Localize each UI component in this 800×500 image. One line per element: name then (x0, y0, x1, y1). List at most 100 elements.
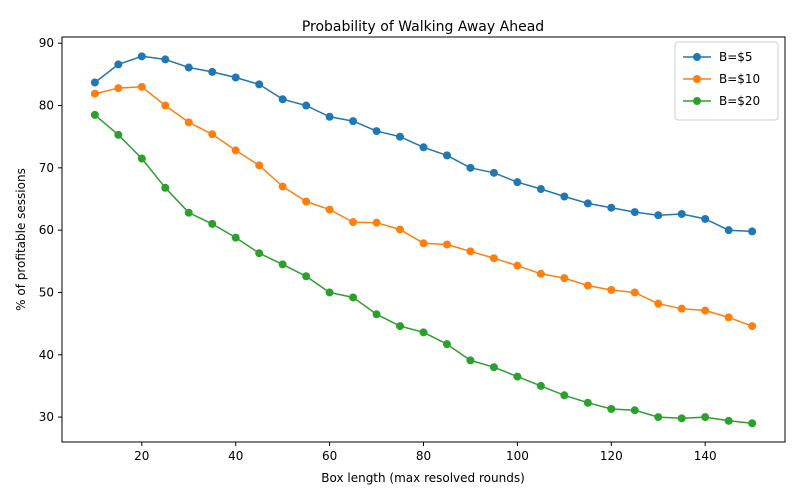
x-tick-label: 80 (416, 449, 431, 463)
plot-area (90, 52, 757, 428)
series-1-point (536, 185, 545, 194)
y-tick-label: 40 (39, 348, 54, 362)
series-1-point (677, 209, 686, 218)
series-1-point (724, 226, 733, 235)
series-1-point (349, 117, 358, 126)
series-3-point (677, 414, 686, 423)
series-3-point (184, 208, 193, 217)
series-1-point (325, 112, 334, 121)
series-1-point (513, 178, 522, 187)
series-2-point (748, 322, 757, 331)
series-2-point (489, 254, 498, 263)
y-tick-label: 80 (39, 99, 54, 113)
series-1-point (442, 151, 451, 160)
y-axis-title: % of profitable sessions (14, 168, 28, 311)
series-2-point (701, 306, 710, 315)
x-tick-label: 20 (134, 449, 149, 463)
series-3-point (419, 328, 428, 337)
legend-marker-2 (693, 75, 701, 83)
series-2-point (560, 274, 569, 283)
series-2-point (466, 247, 475, 256)
y-axis: 30 40 50 60 70 80 90 (39, 36, 62, 424)
legend-label-2: B=$10 (719, 72, 760, 86)
series-2-point (325, 205, 334, 214)
y-tick-label: 90 (39, 36, 54, 50)
series-2-point (90, 89, 99, 98)
series-2-point (654, 299, 663, 308)
series-1-point (560, 192, 569, 201)
series-1-point (90, 78, 99, 87)
series-3-point (560, 391, 569, 400)
series-3-point (114, 130, 123, 139)
series-2-point (302, 197, 311, 206)
series-2-point (114, 84, 123, 93)
series-3-point (349, 293, 358, 302)
y-tick-label: 30 (39, 410, 54, 424)
series-2-point (137, 82, 146, 91)
series-2-point (278, 182, 287, 191)
y-tick-label: 60 (39, 223, 54, 237)
series-2-point (513, 261, 522, 270)
series-3-point (325, 288, 334, 297)
series-3-point (137, 154, 146, 163)
x-tick-label: 140 (694, 449, 717, 463)
series-2-point (231, 146, 240, 155)
series-1-point (748, 227, 757, 236)
x-tick-label: 60 (322, 449, 337, 463)
series-2-point (161, 101, 170, 110)
series-1-point (654, 211, 663, 220)
series-3-point (630, 406, 639, 415)
series-2-point (583, 281, 592, 290)
legend-label-3: B=$20 (719, 94, 760, 108)
series-1-point (302, 101, 311, 110)
series-3-point (536, 381, 545, 390)
series-3-point (161, 183, 170, 192)
series-3-point (372, 310, 381, 319)
series-3-point (701, 413, 710, 422)
series-1-point (184, 63, 193, 72)
series-3-point (302, 272, 311, 281)
series-1-point (607, 203, 616, 212)
series-3-point (90, 110, 99, 119)
series-2-point (536, 269, 545, 278)
series-3-point (583, 398, 592, 407)
series-2-point (442, 240, 451, 249)
series-2-point (677, 304, 686, 313)
series-3-point (442, 340, 451, 349)
series-2-point (419, 239, 428, 248)
series-1-point (396, 132, 405, 141)
series-3-point (396, 322, 405, 331)
series-3-point (748, 419, 757, 428)
series-1-point (372, 127, 381, 136)
legend-marker-3 (693, 97, 701, 105)
series-3-point (489, 363, 498, 372)
series-1-point (489, 168, 498, 177)
chart-title: Probability of Walking Away Ahead (302, 19, 544, 35)
legend-label-1: B=$5 (719, 50, 753, 64)
series-2-point (208, 130, 217, 139)
series-2-point (372, 218, 381, 227)
x-axis-title: Box length (max resolved rounds) (321, 471, 525, 485)
series-3-point (466, 356, 475, 365)
series-3-point (278, 260, 287, 269)
series-1-point (231, 73, 240, 82)
legend: B=$5 B=$10 B=$20 (674, 41, 779, 121)
series-3-point (208, 219, 217, 228)
series-1-point (630, 208, 639, 217)
series-3-point (231, 233, 240, 242)
x-tick-label: 40 (228, 449, 243, 463)
series-1-point (161, 55, 170, 64)
x-axis: 20 40 60 80 100 120 140 (134, 442, 717, 463)
y-tick-label: 50 (39, 285, 54, 299)
series-2-point (396, 225, 405, 234)
series-1-point (137, 52, 146, 61)
series-1-point (583, 199, 592, 208)
series-3-point (513, 372, 522, 381)
series-1-point (208, 67, 217, 76)
series-3-point (654, 413, 663, 422)
series-1-point (466, 163, 475, 172)
series-2-point (630, 288, 639, 297)
series-2-point (349, 218, 358, 227)
